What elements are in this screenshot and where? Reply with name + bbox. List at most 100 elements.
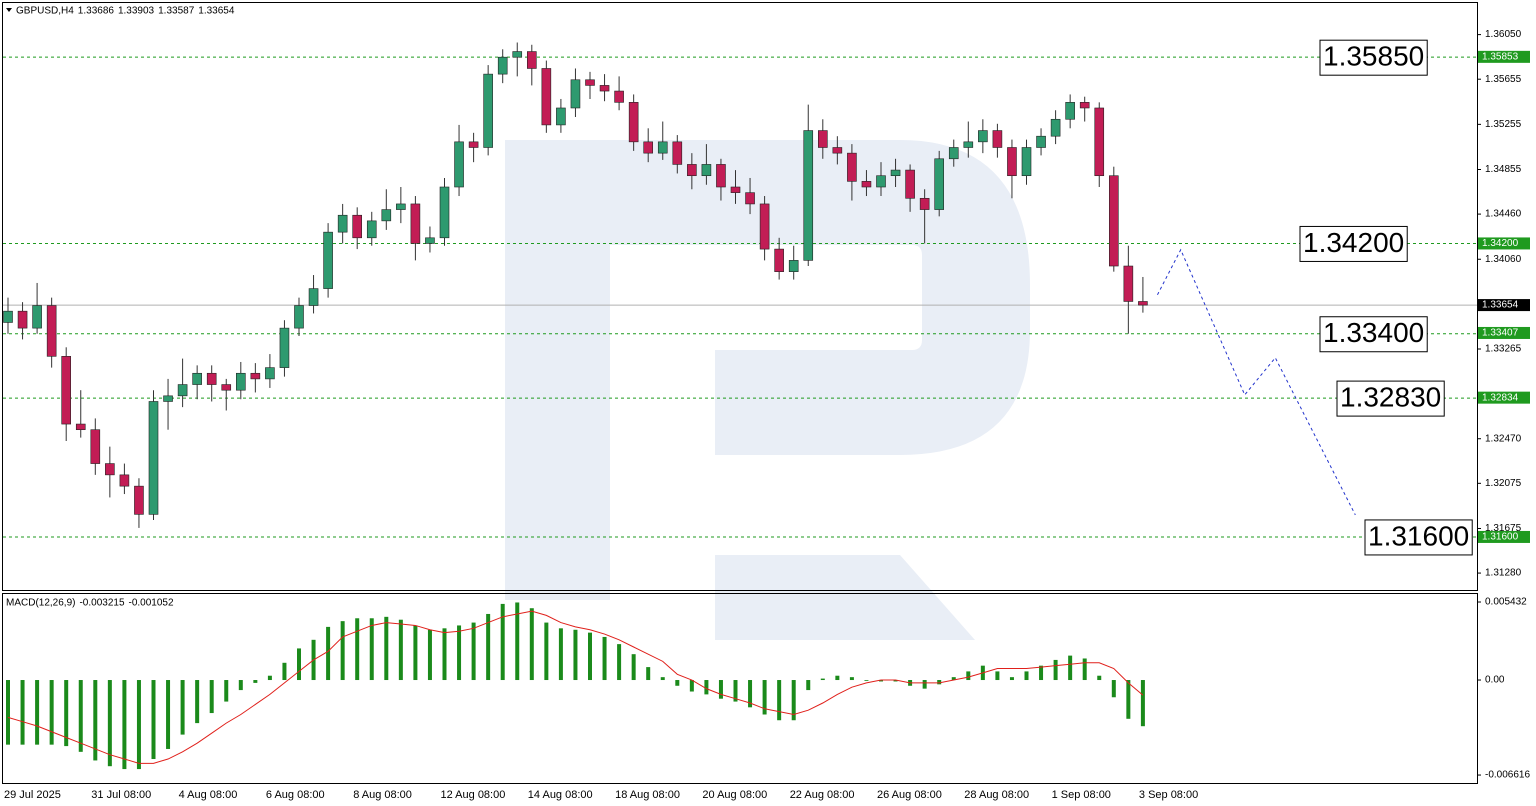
candle-body [352, 214, 363, 239]
macd-bar [879, 680, 883, 682]
candle-body [978, 130, 988, 143]
macd-bar [238, 680, 243, 691]
x-tick-label: 8 Aug 08:00 [353, 789, 412, 801]
macd-bar [704, 680, 709, 695]
candle-body [774, 248, 784, 272]
macd-bar [588, 632, 592, 681]
macd-bar [951, 677, 956, 681]
candle-body [483, 73, 493, 148]
macd-header-value: -0.003215 [79, 598, 124, 609]
level-tag-label: 1.35853 [1482, 51, 1519, 62]
y-tick-label: 1.34460 [1485, 209, 1522, 220]
candle-body [599, 85, 610, 92]
macd-bar [49, 680, 54, 745]
macd-bar [413, 625, 418, 681]
level-tag-label: 1.33407 [1482, 328, 1519, 339]
y-tick-label: 1.35655 [1485, 74, 1522, 85]
macd-bar [515, 602, 520, 681]
price-panel [2, 2, 1478, 591]
macd-bar [893, 680, 898, 682]
candle-body [570, 79, 581, 109]
macd-bar [1140, 680, 1145, 727]
menu-triangle [6, 8, 12, 12]
header-value: 1.33587 [158, 6, 195, 17]
candle-body [1109, 175, 1119, 267]
x-tick-label: 28 Aug 08:00 [964, 789, 1029, 801]
candle-body [512, 51, 523, 58]
x-tick-label: 26 Aug 08:00 [877, 789, 942, 801]
candle-body [817, 130, 828, 148]
candle-body [323, 231, 333, 289]
candle-body [236, 372, 246, 391]
level-tag-label: 1.34200 [1482, 238, 1519, 249]
macd-bar [602, 636, 607, 681]
candle-body [75, 423, 86, 431]
candle-body [556, 107, 566, 126]
macd-bar [806, 680, 811, 691]
macd-bar [675, 680, 680, 686]
x-tick-label: 18 Aug 08:00 [615, 789, 680, 801]
candle-body [90, 429, 101, 464]
x-tick-label: 6 Aug 08:00 [266, 789, 325, 801]
macd-bar [689, 680, 694, 692]
macd-bar [457, 625, 462, 681]
candle-body [1138, 301, 1148, 306]
candle-body [497, 56, 508, 75]
level-label: 1.32830 [1340, 381, 1441, 412]
candle-body [468, 141, 479, 148]
watermark-bowl [610, 140, 1030, 455]
macd-bar [1009, 677, 1014, 681]
macd-bar [1039, 665, 1044, 681]
macd-bar [398, 619, 403, 681]
candle-body [337, 214, 348, 233]
level-label: 1.34200 [1303, 227, 1404, 258]
macd-bar [486, 613, 491, 681]
macd-header-value: -0.001052 [129, 598, 174, 609]
macd-bar [777, 680, 782, 721]
x-tick-label: 3 Sep 08:00 [1139, 789, 1198, 801]
candle-body [788, 260, 799, 272]
candle-body [46, 305, 57, 357]
macd-bar [93, 680, 98, 761]
candle-body [963, 141, 974, 148]
level-label: 1.31600 [1368, 520, 1469, 551]
candle-body [119, 474, 130, 487]
macd-bar [122, 680, 127, 770]
chart-title: GBPUSD,H4 [16, 6, 74, 17]
y-tick-label: 0.00 [1485, 675, 1505, 686]
macd-bar [297, 648, 301, 681]
candle-body [265, 367, 275, 380]
macd-bar [6, 680, 10, 745]
macd-bar [253, 680, 258, 683]
y-tick-label: 1.36050 [1485, 29, 1522, 40]
forecast-line [1157, 248, 1356, 516]
candle-body [701, 164, 712, 177]
macd-bar [631, 654, 636, 681]
macd-bar [107, 680, 112, 767]
macd-bar [224, 680, 229, 702]
candle-body [381, 209, 392, 222]
macd-bar [1097, 675, 1102, 681]
candle-body [148, 401, 159, 515]
candle-body [163, 395, 173, 402]
candle-body [1123, 265, 1134, 302]
macd-bar [471, 622, 476, 681]
macd-panel [2, 593, 1478, 784]
signal-line [7, 610, 1144, 764]
candle-body [526, 51, 537, 69]
candle-body [861, 181, 872, 188]
y-tick-label: 1.33265 [1485, 344, 1522, 355]
y-tick-label: 1.35255 [1485, 119, 1522, 130]
macd-bar [267, 675, 272, 681]
y-tick-label: 1.31675 [1485, 523, 1522, 534]
candle-body [425, 237, 435, 244]
candle-body [294, 305, 304, 329]
macd-bar [937, 680, 942, 685]
macd-bar [835, 675, 840, 681]
candle-body [32, 305, 42, 329]
macd-bar [209, 680, 214, 714]
candle-body [308, 288, 319, 306]
candle-body [396, 203, 406, 210]
candle-body [687, 164, 697, 177]
candle-body [250, 372, 261, 380]
